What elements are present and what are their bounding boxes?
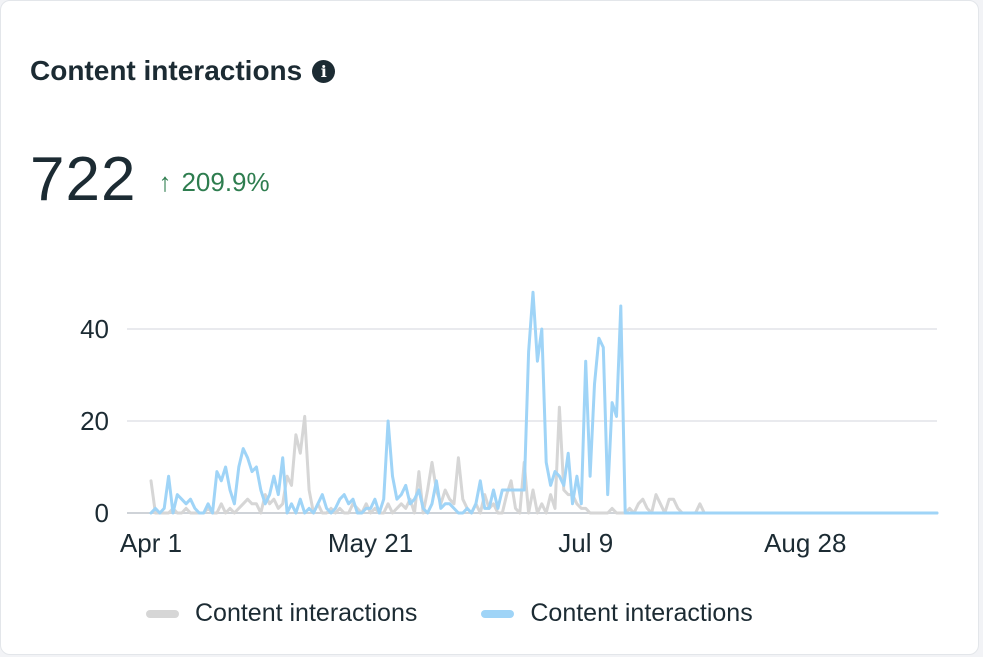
legend-label: Content interactions <box>195 599 418 627</box>
y-tick-label: 40 <box>80 314 109 344</box>
y-tick-label: 20 <box>80 406 109 436</box>
metric-value: 722 <box>30 145 137 214</box>
x-tick-label: Jul 9 <box>558 528 613 558</box>
change-percent: 209.9% <box>181 167 270 197</box>
series-lines <box>149 290 939 515</box>
card-title: Content interactions <box>30 55 303 86</box>
x-tick-label: May 21 <box>328 528 413 558</box>
legend-swatch-gray <box>146 609 179 618</box>
change-indicator: ↑ 209.9% <box>158 167 269 198</box>
x-tick-label: Apr 1 <box>120 528 182 558</box>
chart-legend: Content interactions Content interaction… <box>146 599 817 628</box>
series-line-2 <box>149 290 939 515</box>
y-axis-ticks: 0 20 40 <box>80 314 109 528</box>
info-icon[interactable]: i <box>312 59 336 83</box>
card-header: Content interactions i <box>30 55 336 87</box>
x-tick-label: Aug 28 <box>764 528 846 558</box>
legend-item-series-1[interactable]: Content interactions <box>146 599 417 628</box>
legend-item-series-2[interactable]: Content interactions <box>481 599 753 628</box>
grid-lines <box>127 328 937 514</box>
x-axis-ticks: Apr 1 May 21 Jul 9 Aug 28 <box>120 528 847 558</box>
legend-label: Content interactions <box>530 599 753 627</box>
metric-summary: 722 ↑ 209.9% <box>30 144 270 215</box>
y-tick-label: 0 <box>95 498 109 528</box>
legend-swatch-blue <box>481 609 515 618</box>
arrow-up-icon: ↑ <box>158 167 172 197</box>
line-chart: 0 20 40 Apr 1 May 21 Jul 9 Aug 28 <box>80 290 939 558</box>
